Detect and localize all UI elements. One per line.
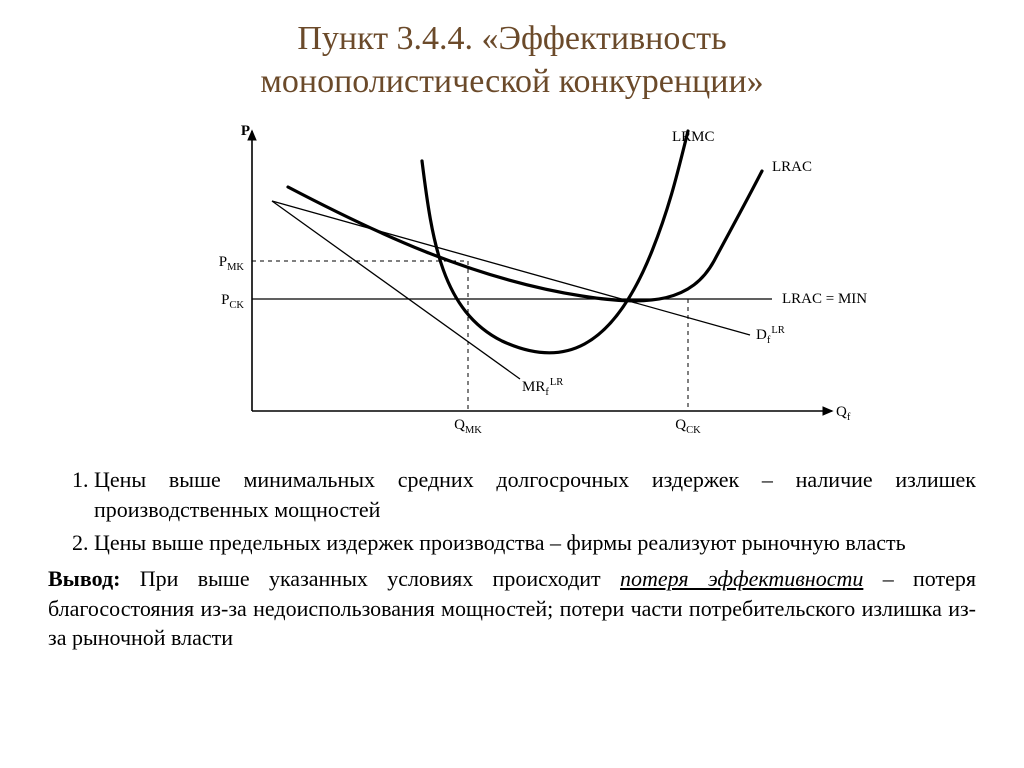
svg-text:PCK: PCK [221, 292, 244, 311]
list-item-text: Цены выше минимальных средних долгосрочн… [94, 467, 976, 522]
list-item: Цены выше предельных издержек производст… [94, 528, 976, 558]
svg-text:DfLR: DfLR [756, 325, 785, 346]
svg-text:LRAC: LRAC [772, 159, 812, 175]
conclusion-underline: потеря эффективности [620, 566, 863, 591]
svg-text:PMK: PMK [219, 254, 245, 273]
svg-text:QCK: QCK [675, 417, 701, 436]
list-item: Цены выше минимальных средних долгосрочн… [94, 465, 976, 524]
title-line-1: Пункт 3.4.4. «Эффективность [297, 20, 726, 57]
observation-list: Цены выше минимальных средних долгосрочн… [48, 465, 976, 558]
svg-text:Qf: Qf [836, 404, 851, 423]
svg-text:LRAC = MIN: LRAC = MIN [782, 291, 867, 307]
svg-text:MRfLR: MRfLR [522, 377, 563, 398]
chart-container: P Qf LRAC = MIN LRAC LRMC DfLR MRfLR PMK PCK QMK Q… [48, 111, 976, 451]
conclusion-label: Вывод: [48, 566, 120, 591]
title-line-2: монополистической конкуренции» [260, 63, 763, 100]
slide-title: Пункт 3.4.4. «Эффективность монополистич… [48, 18, 976, 103]
monopolistic-competition-chart: P Qf LRAC = MIN LRAC LRMC DfLR MRfLR PMK PCK QMK Q… [132, 111, 892, 451]
svg-text:QMK: QMK [454, 417, 482, 436]
svg-text:LRMC: LRMC [672, 129, 715, 145]
svg-text:P: P [241, 123, 250, 139]
list-item-text: Цены выше предельных издержек производст… [94, 530, 906, 555]
conclusion-pre: При выше указанных условиях происходит [140, 566, 620, 591]
conclusion: Вывод: При выше указанных условиях проис… [48, 564, 976, 653]
